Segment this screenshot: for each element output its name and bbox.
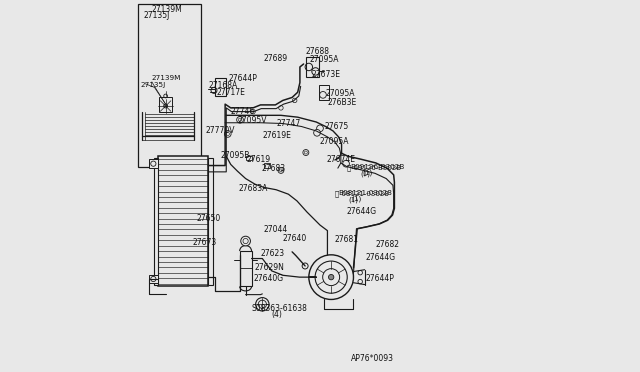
- Text: 27629N: 27629N: [255, 263, 285, 272]
- Text: B08121-03028: B08121-03028: [338, 190, 392, 196]
- Bar: [264, 163, 270, 168]
- Text: 27683: 27683: [261, 164, 285, 173]
- Bar: [149, 275, 158, 283]
- Text: 27673E: 27673E: [312, 70, 341, 79]
- Text: 27135J: 27135J: [141, 82, 166, 88]
- Circle shape: [292, 98, 297, 103]
- Circle shape: [328, 275, 334, 280]
- Bar: [154, 158, 158, 285]
- Text: (1): (1): [351, 196, 361, 202]
- Text: 27644G: 27644G: [365, 253, 396, 262]
- Text: 27688: 27688: [306, 47, 330, 56]
- Circle shape: [164, 104, 168, 108]
- Text: 27770V: 27770V: [206, 126, 236, 135]
- Circle shape: [259, 300, 266, 308]
- Text: 27717E: 27717E: [216, 88, 246, 97]
- Text: 27623: 27623: [260, 249, 285, 258]
- Text: (1): (1): [360, 171, 370, 177]
- Text: 27095A: 27095A: [310, 55, 339, 64]
- Bar: [149, 159, 158, 168]
- Circle shape: [323, 269, 340, 286]
- Bar: [138, 4, 201, 167]
- Text: 27682: 27682: [375, 240, 399, 249]
- Circle shape: [302, 263, 308, 269]
- Circle shape: [342, 160, 349, 167]
- Text: 27644G: 27644G: [347, 207, 377, 216]
- Text: 27619: 27619: [246, 155, 271, 164]
- Circle shape: [309, 255, 353, 299]
- Text: 27644P: 27644P: [228, 74, 257, 83]
- Text: 27135J: 27135J: [143, 11, 170, 20]
- Text: B09126-B302B: B09126-B302B: [349, 164, 404, 170]
- Bar: [158, 156, 209, 286]
- Text: 27139M: 27139M: [152, 75, 181, 81]
- Text: 27747: 27747: [276, 119, 300, 128]
- Text: 27640G: 27640G: [253, 274, 283, 283]
- Text: 27168A: 27168A: [209, 81, 237, 90]
- Text: S08363-61638: S08363-61638: [251, 304, 307, 312]
- Text: (1): (1): [363, 170, 373, 176]
- Bar: [215, 78, 225, 96]
- Bar: [319, 85, 328, 100]
- Text: (1): (1): [348, 197, 358, 203]
- Text: 276B3E: 276B3E: [328, 98, 356, 107]
- Text: 27095B: 27095B: [221, 151, 250, 160]
- Bar: [239, 251, 252, 286]
- Text: 27044: 27044: [264, 225, 288, 234]
- Text: 27746: 27746: [231, 107, 255, 116]
- Text: 27674E: 27674E: [326, 155, 356, 164]
- Text: 27095V: 27095V: [237, 116, 267, 125]
- Text: 27673: 27673: [193, 238, 217, 247]
- Text: 27644P: 27644P: [365, 274, 394, 283]
- Text: 27619E: 27619E: [262, 131, 291, 140]
- Bar: [209, 158, 213, 285]
- Bar: [246, 156, 252, 160]
- Circle shape: [317, 125, 323, 132]
- Text: 27681: 27681: [334, 235, 358, 244]
- Text: 27139M: 27139M: [152, 5, 182, 14]
- Circle shape: [241, 236, 250, 246]
- Text: Ⓑ 09126-B302B: Ⓑ 09126-B302B: [347, 165, 401, 171]
- Text: Ⓑ 08121-03028: Ⓑ 08121-03028: [335, 191, 388, 198]
- Circle shape: [255, 298, 269, 311]
- Circle shape: [314, 129, 321, 136]
- Circle shape: [251, 109, 255, 114]
- Circle shape: [315, 261, 348, 293]
- Text: 27689: 27689: [264, 54, 287, 63]
- Text: (4): (4): [271, 310, 282, 319]
- Text: 27683A: 27683A: [239, 185, 268, 193]
- Text: 27640: 27640: [283, 234, 307, 243]
- Text: 27650: 27650: [196, 214, 221, 223]
- Text: 27095A: 27095A: [320, 137, 349, 146]
- Bar: [306, 57, 319, 77]
- Circle shape: [278, 106, 283, 110]
- Text: 27675: 27675: [324, 122, 349, 131]
- Text: AP76*0093: AP76*0093: [351, 355, 394, 363]
- Bar: [159, 97, 172, 112]
- Text: 27095A: 27095A: [326, 89, 355, 98]
